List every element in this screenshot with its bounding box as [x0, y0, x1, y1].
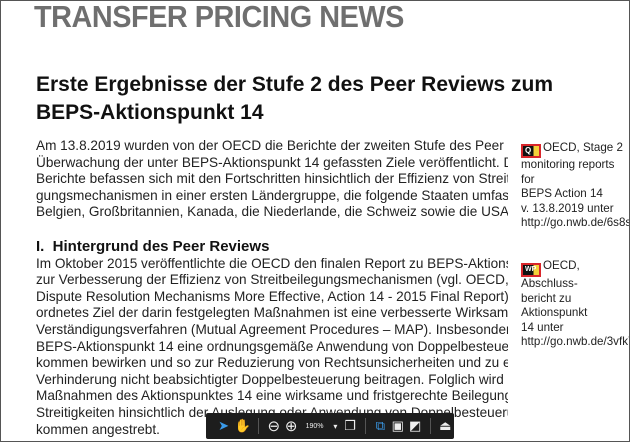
text-line: BEPS-Aktionspunkt 14 eine ordnungsgemäße…: [36, 338, 508, 354]
note-line: bericht zu Aktionspunkt: [521, 291, 588, 320]
note-link[interactable]: http://go.nwb.de/6s8sy: [521, 216, 630, 229]
text-line: kommen bewirken und so zur Reduzierung v…: [36, 355, 508, 371]
text-line: Im Oktober 2015 veröffentlichte die OECD…: [36, 255, 508, 271]
text-line: Verhinderung nicht beabsichtigter Doppel…: [36, 371, 508, 387]
note-line: BEPS Action 14: [521, 187, 603, 200]
note-link[interactable]: http://go.nwb.de/3vfk7: [521, 335, 630, 348]
section-1: I. Hintergrund des Peer Reviews Im Oktob…: [36, 238, 508, 438]
sidenote-source: Q OECD, Stage 2 monitoring reports for BE…: [521, 141, 630, 231]
text-line: Berichte befassen sich mit den Fortschri…: [36, 171, 508, 187]
select-arrow-icon[interactable]: ➤: [218, 418, 229, 433]
heading-line: BEPS-Aktionspunkt 14: [36, 101, 264, 124]
note-line: v. 13.8.2019 unter: [521, 201, 614, 215]
note-line: OECD, Stage 2: [543, 141, 623, 154]
note-line: monitoring reports for: [521, 158, 615, 186]
text-line: zur Verbesserung der Effizienz von Strei…: [36, 272, 508, 288]
note-line: OECD, Abschluss-: [521, 259, 580, 290]
chevron-down-icon[interactable]: ▾: [333, 421, 338, 431]
copy-pages-icon[interactable]: ❐: [344, 418, 356, 433]
text-line: Dispute Resolution Mechanisms More Effec…: [36, 288, 508, 304]
newsletter-title: TRANSFER PRICING NEWS: [34, 0, 404, 34]
sidenote-report: WP OECD, Abschluss- bericht zu Aktionspun…: [521, 259, 630, 350]
source-badge-icon: Q: [521, 144, 541, 158]
divider: [258, 418, 260, 434]
text-line: Überwachung der unter BEPS-Aktionspunkt …: [36, 154, 508, 170]
fit-width-icon[interactable]: ⧉: [375, 418, 386, 433]
section-heading: I. Hintergrund des Peer Reviews: [36, 238, 270, 255]
share-icon[interactable]: ⏏: [439, 418, 452, 433]
text-line: Maßnahmen des Aktionspunktes 14 eine wir…: [36, 388, 508, 404]
text-line: gungsmechanismen in einer ersten Länderg…: [36, 187, 508, 203]
text-line: Belgien, Großbritannien, Kanada, die Nie…: [36, 204, 508, 220]
pdf-floating-toolbar: ➤ ✋ ⊖ ⊕ 190% ▾ ❐ ⧉ ▣ ◩ ⏏: [206, 413, 454, 439]
text-line: ordnetes Ziel der darin festgelegten Maß…: [36, 305, 508, 321]
zoom-level[interactable]: 190%: [305, 422, 324, 430]
divider: [429, 418, 431, 434]
zoom-out-icon[interactable]: ⊖: [267, 418, 281, 435]
zoom-in-icon[interactable]: ⊕: [284, 418, 298, 435]
note-line: 14 unter: [521, 320, 564, 334]
fullscreen-icon[interactable]: ◩: [408, 418, 422, 433]
text-line: Am 13.8.2019 wurden von der OECD die Ber…: [36, 138, 508, 153]
fit-page-icon[interactable]: ▣: [391, 418, 404, 433]
hand-icon[interactable]: ✋: [234, 418, 251, 433]
wp-badge-icon: WP: [521, 263, 541, 277]
divider: [364, 418, 366, 434]
paragraph-1: Am 13.8.2019 wurden von der OECD die Ber…: [36, 138, 508, 221]
text-line: Verständigungsverfahren (Mutual Agreemen…: [36, 321, 508, 337]
text-line: kommen angestrebt.: [36, 421, 160, 437]
heading-line: Erste Ergebnisse der Stufe 2 des Peer Re…: [36, 73, 554, 96]
article-heading: Erste Ergebnisse der Stufe 2 des Peer Re…: [36, 71, 553, 127]
